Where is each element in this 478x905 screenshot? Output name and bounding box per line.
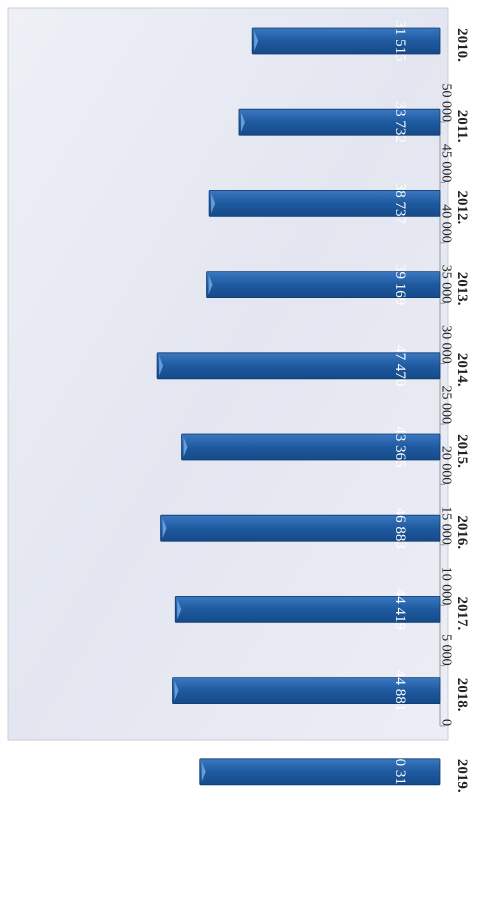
data-label: 43 365 — [392, 426, 408, 467]
category-label: 2019. — [454, 759, 470, 793]
bar-cap — [254, 31, 259, 51]
value-axis-tick-label: 45 000 — [439, 144, 454, 183]
value-axis-tick-label: 0 — [439, 719, 454, 726]
category-label: 2010. — [454, 28, 470, 62]
data-label: 38 737 — [392, 183, 408, 225]
value-axis-tick-label: 5 000 — [439, 634, 454, 666]
bar — [199, 758, 441, 786]
value-axis-tick-label: 10 000 — [439, 567, 454, 606]
value-axis-tick-label: 50 000 — [439, 84, 454, 123]
value-axis-tick-label: 35 000 — [439, 265, 454, 304]
data-label: 33 732 — [392, 102, 408, 143]
bar-cap — [177, 599, 182, 620]
bar-cap — [174, 680, 179, 701]
bar-cap — [201, 761, 206, 782]
bar-cap — [162, 518, 167, 539]
bar — [181, 433, 441, 461]
bar-cap — [183, 437, 188, 457]
data-label: 39 169 — [392, 264, 408, 305]
category-label: 2013. — [454, 272, 470, 306]
bar — [251, 27, 441, 55]
category-label: 2018. — [454, 678, 470, 712]
value-axis-tick-label: 40 000 — [439, 204, 454, 243]
value-axis-tick-label: 25 000 — [439, 386, 454, 425]
data-label: 47 470 — [392, 345, 408, 386]
bar-cap — [208, 274, 213, 295]
data-label: 40 313 — [392, 751, 408, 792]
value-axis-tick-label: 15 000 — [439, 506, 454, 545]
bar — [238, 108, 441, 136]
bar — [208, 189, 441, 217]
category-label: 2016. — [454, 515, 470, 549]
category-label: 2014. — [454, 353, 470, 387]
bar — [160, 514, 441, 542]
bar-cap — [159, 355, 164, 376]
bar-cap — [240, 112, 245, 133]
category-label: 2015. — [454, 434, 470, 468]
data-label: 31 515 — [392, 20, 408, 61]
bar — [172, 677, 441, 704]
bar — [206, 271, 441, 299]
value-axis-tick-label: 20 000 — [439, 446, 454, 485]
bar — [156, 352, 441, 380]
category-label: 2017. — [454, 597, 470, 631]
category-label: 2011. — [454, 110, 470, 143]
value-axis-tick-label: 30 000 — [439, 325, 454, 364]
bar-cap — [211, 193, 216, 214]
data-label: 44 419 — [392, 589, 408, 630]
bar — [174, 596, 441, 623]
data-label: 46 883 — [392, 508, 408, 549]
plot-layer: 0 5 000 10 000 15 000 20 000 25 000 30 000 35 0… — [156, 20, 470, 793]
category-label: 2012. — [454, 191, 470, 225]
data-label: 44 881 — [392, 670, 408, 711]
